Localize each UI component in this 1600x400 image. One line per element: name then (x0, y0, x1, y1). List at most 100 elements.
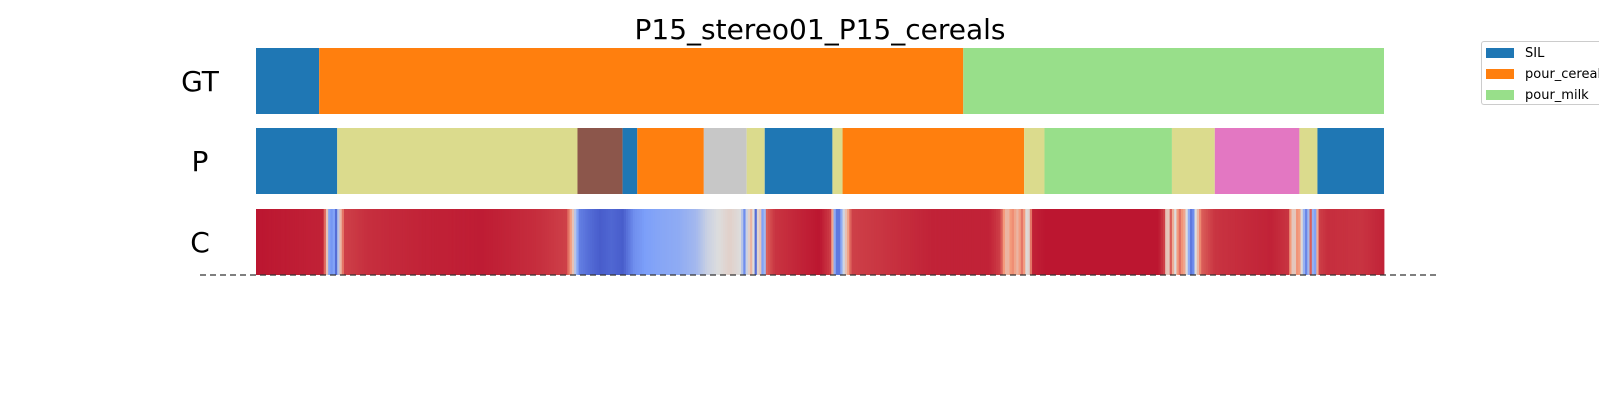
confidence-cell (677, 209, 681, 275)
legend-label: pour_milk (1525, 87, 1589, 103)
confidence-cell (878, 209, 882, 275)
confidence-cell (298, 209, 302, 275)
confidence-cell (1156, 209, 1159, 275)
confidence-cell (1020, 209, 1024, 275)
confidence-cell (860, 209, 864, 275)
confidence-cell (777, 209, 780, 275)
confidence-cell (898, 209, 902, 275)
confidence-cell (544, 209, 548, 275)
confidence-cell (923, 209, 927, 275)
legend-item: pour_cereals (1486, 64, 1599, 84)
confidence-cell (1345, 209, 1349, 275)
confidence-cell (1077, 209, 1080, 275)
confidence-cell (389, 209, 392, 275)
confidence-cell (901, 209, 904, 275)
confidence-cell (1083, 209, 1087, 275)
confidence-cell (774, 209, 778, 275)
confidence-cell (711, 209, 715, 275)
confidence-cell (407, 209, 410, 275)
confidence-cell (914, 209, 918, 275)
confidence-cell (368, 209, 372, 275)
confidence-cell (1293, 209, 1297, 275)
confidence-cell (483, 209, 487, 275)
confidence-cell (1241, 209, 1245, 275)
legend-swatch-pour-milk (1486, 90, 1514, 100)
confidence-cell (1108, 209, 1112, 275)
confidence-cell (754, 209, 758, 275)
row-c: C (190, 209, 1385, 275)
confidence-cell (316, 209, 320, 275)
confidence-cell (429, 209, 433, 275)
confidence-cell (533, 209, 537, 275)
confidence-cell (549, 209, 552, 275)
confidence-cell (1014, 209, 1017, 275)
confidence-cell (1129, 209, 1132, 275)
confidence-cell (305, 209, 309, 275)
confidence-cell (991, 209, 995, 275)
confidence-cell (1032, 209, 1035, 275)
confidence-cell (770, 209, 774, 275)
confidence-cell (788, 209, 792, 275)
confidence-cell (849, 209, 852, 275)
segment (1171, 128, 1215, 194)
confidence-cell (528, 209, 532, 275)
confidence-cell (1271, 209, 1274, 275)
confidence-cell (1273, 209, 1277, 275)
confidence-cell (562, 209, 566, 275)
confidence-cell (799, 209, 803, 275)
confidence-cell (1000, 209, 1004, 275)
confidence-cell (1232, 209, 1236, 275)
confidence-cell (603, 209, 607, 275)
confidence-cell (810, 209, 814, 275)
confidence-cell (418, 209, 422, 275)
confidence-cell (556, 209, 559, 275)
confidence-cell (420, 209, 424, 275)
confidence-cell (867, 209, 871, 275)
confidence-cell (621, 209, 625, 275)
confidence-cell (1088, 209, 1092, 275)
confidence-cell (720, 209, 724, 275)
confidence-cell (1275, 209, 1279, 275)
confidence-cell (409, 209, 413, 275)
confidence-cell (353, 209, 356, 275)
confidence-cell (813, 209, 816, 275)
confidence-cell (1050, 209, 1053, 275)
segment (703, 128, 747, 194)
confidence-cell (386, 209, 390, 275)
confidence-cell (1147, 209, 1150, 275)
confidence-cell (1052, 209, 1056, 275)
segment (577, 128, 623, 194)
confidence-cell (343, 209, 347, 275)
confidence-cell (1368, 209, 1371, 275)
confidence-cell (957, 209, 961, 275)
confidence-cell (517, 209, 521, 275)
confidence-cell (1264, 209, 1268, 275)
confidence-cell (346, 209, 349, 275)
confidence-cell (468, 209, 471, 275)
confidence-cell (1314, 209, 1317, 275)
segment (764, 128, 833, 194)
segment (256, 128, 338, 194)
confidence-cell (1253, 209, 1256, 275)
confidence-cell (287, 209, 291, 275)
confidence-cell (707, 209, 710, 275)
confidence-cell (601, 209, 604, 275)
confidence-cell (982, 209, 986, 275)
confidence-cell (1043, 209, 1046, 275)
confidence-cell (1041, 209, 1044, 275)
confidence-cell (657, 209, 661, 275)
confidence-cell (948, 209, 952, 275)
confidence-cell (625, 209, 629, 275)
confidence-cell (1115, 209, 1119, 275)
confidence-cell (1248, 209, 1252, 275)
confidence-cell (1133, 209, 1137, 275)
confidence-cell (831, 209, 834, 275)
confidence-cell (772, 209, 776, 275)
confidence-cell (695, 209, 699, 275)
legend: SIL pour_cereals pour_milk (1481, 41, 1599, 105)
confidence-cell (869, 209, 873, 275)
confidence-cell (278, 209, 282, 275)
confidence-cell (1250, 209, 1254, 275)
confidence-cell (838, 209, 841, 275)
confidence-cell (574, 209, 577, 275)
